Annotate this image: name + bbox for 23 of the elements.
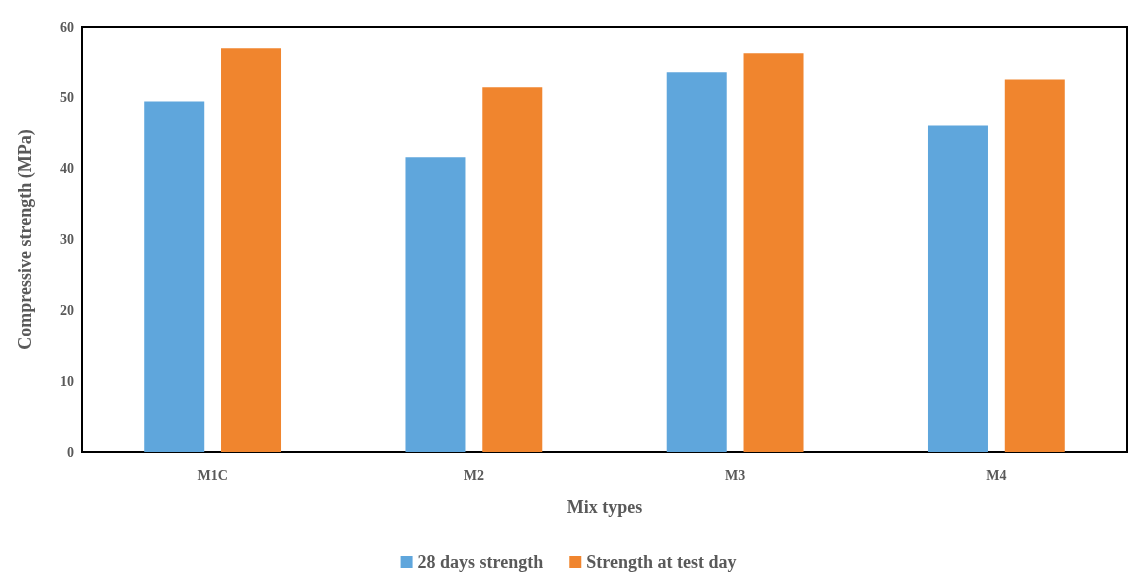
bar [1004, 79, 1065, 452]
x-tick-label: M3 [725, 467, 746, 483]
bar [743, 53, 804, 452]
bar [405, 157, 466, 452]
y-axis-title: Compressive strength (MPa) [15, 129, 36, 350]
y-tick-label: 40 [60, 161, 74, 177]
x-tick-label: M4 [986, 467, 1007, 483]
y-tick-label: 30 [60, 232, 74, 247]
legend-label: 28 days strength [417, 552, 544, 572]
bar [221, 48, 282, 452]
x-tick-label: M1C [197, 467, 228, 483]
y-tick-label: 10 [60, 373, 74, 389]
bar [144, 101, 205, 452]
bar [927, 125, 988, 452]
legend-label: Strength at test day [586, 552, 737, 572]
y-tick-label: 60 [60, 19, 74, 35]
y-tick-label: 0 [67, 444, 74, 460]
y-tick-label: 50 [60, 90, 74, 106]
y-tick-label: 20 [60, 302, 74, 318]
x-axis-title: Mix types [566, 497, 643, 517]
x-tick-label: M2 [463, 467, 484, 483]
bar [666, 72, 727, 452]
bar [482, 87, 543, 452]
